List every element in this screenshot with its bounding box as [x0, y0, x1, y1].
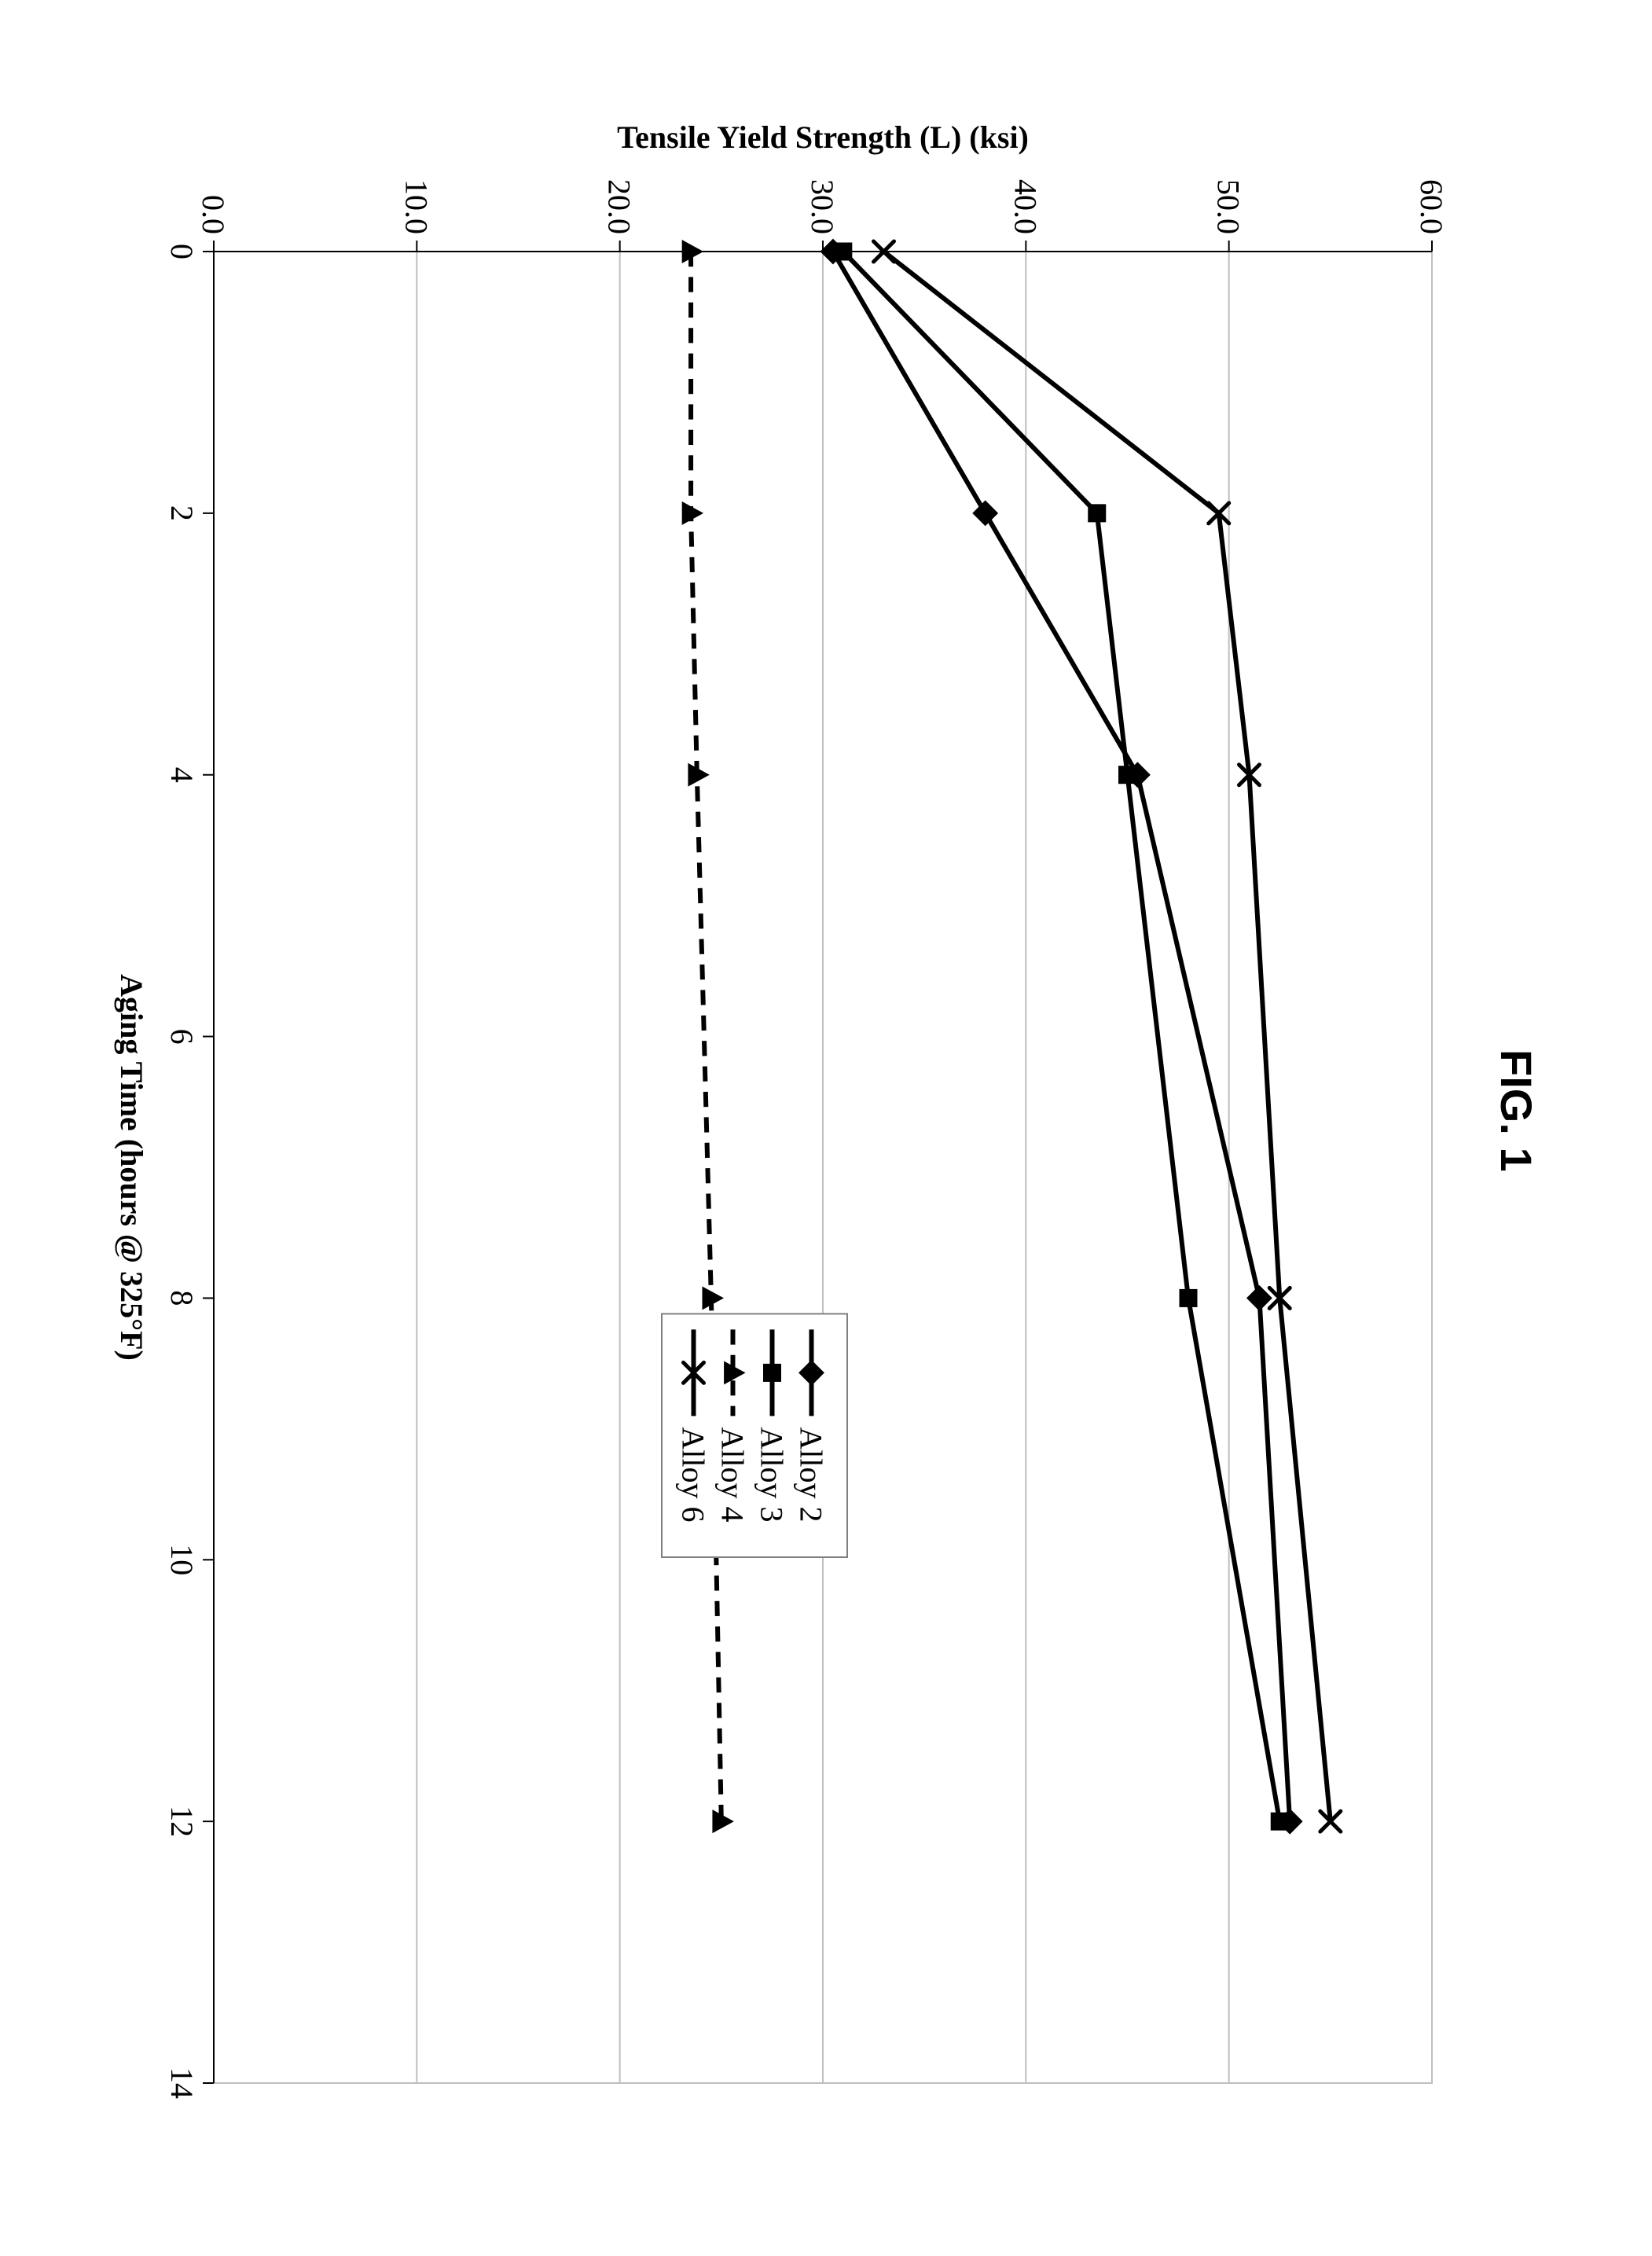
x-tick-label: 14: [164, 2067, 200, 2099]
chart-container: 0 2 4 6 8 10 12 14 0.0 10.0 20.0 30.0 40.0 50.0 60.0 Ag…: [0, 0, 1652, 2256]
y-tick-label: 10.0: [398, 179, 434, 234]
y-tick-label: 60.0: [1414, 179, 1449, 234]
y-tick-label: 30.0: [805, 179, 840, 234]
legend-label: Alloy 4: [715, 1427, 751, 1522]
x-tick-label: 12: [164, 1806, 200, 1837]
legend-label: Alloy 3: [754, 1427, 790, 1522]
legend: Alloy 2Alloy 3Alloy 4Alloy 6: [662, 1314, 847, 1557]
x-tick-label: 8: [164, 1290, 200, 1306]
x-axis-label: Aging Time (hours @ 325°F): [114, 974, 149, 1361]
y-tick-label: 40.0: [1008, 179, 1043, 234]
x-tick-label: 4: [164, 767, 200, 783]
legend-label: Alloy 2: [794, 1427, 829, 1522]
x-tick-label: 10: [164, 1544, 200, 1575]
x-tick-label: 0: [164, 244, 200, 259]
chart-svg: 0 2 4 6 8 10 12 14 0.0 10.0 20.0 30.0 40.0 50.0 60.0 Ag…: [0, 0, 1652, 2256]
legend-label: Alloy 6: [676, 1427, 711, 1522]
y-tick-label: 50.0: [1211, 179, 1246, 234]
y-tick-label: 20.0: [602, 179, 637, 234]
x-tick-label: 6: [164, 1029, 200, 1045]
y-axis-label: Tensile Yield Strength (L) (ksi): [617, 119, 1029, 155]
x-tick-label: 2: [164, 505, 200, 521]
y-tick-label: 0.0: [196, 195, 231, 234]
